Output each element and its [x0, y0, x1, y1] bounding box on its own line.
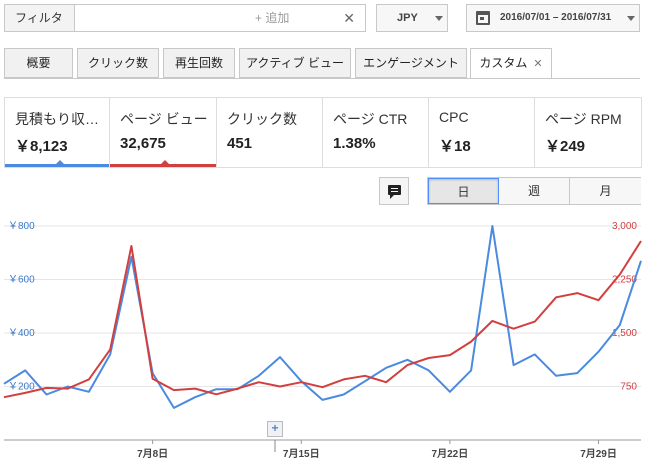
left-axis-tick-label: ￥200	[8, 382, 35, 393]
currency-select[interactable]: JPY	[376, 4, 448, 32]
x-axis-tick-label: 7月15日	[283, 448, 320, 460]
page-views-series-line	[3, 240, 642, 399]
tab-custom-label: カスタム	[479, 56, 528, 70]
tab-clicks[interactable]: クリック数	[77, 48, 159, 78]
close-icon[interactable]: ✕	[533, 58, 543, 70]
granularity-toggle: 日 週 月	[427, 177, 641, 205]
metric-value: ￥249	[545, 138, 586, 155]
close-icon[interactable]: ✕	[343, 10, 355, 26]
left-axis-tick-label: ￥400	[8, 328, 35, 339]
annotation-button[interactable]	[379, 177, 409, 205]
line-chart: ￥800 ￥600 ￥400 ￥200 3,000 2,250 1,500 750 7月8日 7月…	[3, 221, 642, 460]
metric-label: ページ RPM	[545, 111, 622, 127]
metric-selected-bar	[5, 164, 109, 167]
metric-label: ページ CTR	[333, 111, 408, 127]
date-range-picker[interactable]: 2016/07/01 – 2016/07/31	[466, 4, 640, 32]
add-annotation-button[interactable]: +	[267, 421, 283, 437]
metric-clicks[interactable]: クリック数 451	[217, 98, 323, 167]
x-axis-tick-label: 7月29日	[580, 448, 617, 460]
metric-selected-bar	[110, 164, 216, 167]
left-axis-tick-label: ￥600	[8, 275, 35, 286]
tab-engagement[interactable]: エンゲージメント	[355, 48, 467, 78]
right-axis-tick-label: 2,250	[612, 275, 637, 286]
revenue-series-line	[3, 225, 642, 409]
metric-estimated-revenue[interactable]: 見積もり収… ￥8,123	[5, 98, 110, 167]
date-range-value: 2016/07/01 – 2016/07/31	[500, 12, 612, 23]
granularity-day-button[interactable]: 日	[428, 178, 499, 204]
metric-page-views[interactable]: ページ ビュー 32,675	[110, 98, 217, 167]
metric-label: クリック数	[227, 111, 297, 127]
currency-value: JPY	[397, 12, 418, 24]
tab-divider	[4, 78, 640, 79]
metric-value: ￥8,123	[15, 138, 68, 155]
metric-page-ctr[interactable]: ページ CTR 1.38%	[323, 98, 429, 167]
x-axis-tick-label: 7月8日	[137, 448, 168, 460]
metric-value: 451	[227, 135, 253, 152]
right-axis-tick-label: 750	[620, 382, 637, 393]
chevron-down-icon	[627, 16, 635, 21]
right-axis-tick-label: 3,000	[612, 221, 637, 232]
metric-value: 1.38%	[333, 135, 376, 152]
metric-value: 32,675	[120, 135, 166, 152]
granularity-month-button[interactable]: 月	[570, 178, 641, 204]
filter-button[interactable]: フィルタ	[5, 5, 75, 31]
x-axis-tick-label: 7月22日	[432, 448, 469, 460]
tab-custom[interactable]: カスタム ✕	[470, 48, 552, 79]
granularity-week-button[interactable]: 週	[499, 178, 570, 204]
metric-label: 見積もり収…	[15, 111, 99, 127]
metric-cpc[interactable]: CPC ￥18	[429, 98, 535, 167]
metric-label: ページ ビュー	[120, 111, 208, 127]
add-filter-link[interactable]: + 追加	[255, 11, 290, 25]
left-axis-tick-label: ￥800	[8, 221, 35, 232]
metric-notch	[55, 160, 65, 165]
metric-value: ￥18	[439, 138, 471, 155]
comment-icon	[388, 185, 401, 199]
metric-cards: 見積もり収… ￥8,123 ページ ビュー 32,675 クリック数 451 ペ…	[4, 97, 642, 168]
metric-label: CPC	[439, 109, 469, 125]
tab-overview[interactable]: 概要	[4, 48, 73, 78]
metric-notch	[160, 160, 170, 165]
right-axis-tick-label: 1,500	[612, 328, 637, 339]
calendar-icon	[476, 11, 490, 25]
tab-active-view[interactable]: アクティブ ビュー	[239, 48, 351, 78]
performance-chart: ￥800 ￥600 ￥400 ￥200 3,000 2,250 1,500 750 7月8日 7月…	[0, 212, 650, 470]
tab-views[interactable]: 再生回数	[163, 48, 235, 78]
filter-bar: フィルタ + 追加 ✕	[4, 4, 366, 32]
chevron-down-icon	[435, 16, 443, 21]
metric-page-rpm[interactable]: ページ RPM ￥249	[535, 98, 641, 167]
